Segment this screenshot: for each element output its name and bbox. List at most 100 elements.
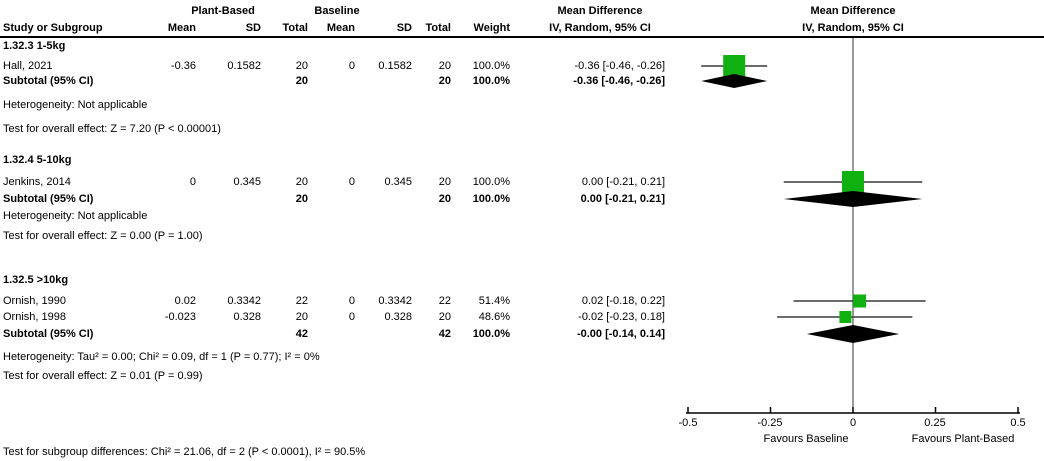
study-label: Hall, 2021 [3,60,53,72]
column-header-plant-total: Total [282,22,308,34]
column-group-mean-difference-text: Mean Difference [557,5,643,17]
study-row: Ornish, 1990 0.02 0.3342 22 0 0.3342 22 51.4% 0.… [0,294,1044,308]
cell-md: -0.02 [-0.23, 0.18] [578,311,665,323]
cell-weight: 100.0% [472,60,510,72]
column-header-iv-random-text: IV, Random, 95% CI [549,22,651,34]
cell-weight: 51.4% [478,295,510,307]
subgroup-header-row: 1.32.5 >10kg [0,273,1044,287]
cell-bl_mean: 0 [348,295,355,307]
subtotal-row: Subtotal (95% CI) 42 42 100.0% -0.00 [-0.14,… [0,327,1044,341]
row-label: Heterogeneity: Tau² = 0.00; Chi² = 0.09,… [3,351,320,363]
stats-note-row: Heterogeneity: Not applicable [0,209,1044,223]
row-label: Test for overall effect: Z = 0.01 (P = 0… [3,370,203,382]
column-header-plant-mean: Mean [167,22,196,34]
cell-md: 0.00 [-0.21, 0.21] [580,193,665,205]
cell-md: 0.02 [-0.18, 0.22] [581,295,665,307]
row-label: Test for overall effect: Z = 0.00 (P = 1… [3,230,203,242]
cell-pb_total: 20 [295,75,308,87]
column-header-plant-sd: SD [245,22,261,34]
column-header-iv-random-plot: IV, Random, 95% CI [802,22,904,34]
study-label: Ornish, 1998 [3,311,66,323]
cell-bl_total: 20 [438,311,451,323]
cell-pb_mean: -0.023 [164,311,196,323]
cell-bl_mean: 0 [348,60,355,72]
cell-bl_total: 42 [438,328,451,340]
cell-md: -0.36 [-0.46, -0.26] [573,75,665,87]
study-label: Ornish, 1990 [3,295,66,307]
stats-note-row: Test for overall effect: Z = 0.00 (P = 1… [0,229,1044,243]
cell-md: -0.36 [-0.46, -0.26] [574,60,666,72]
row-label: 1.32.4 5-10kg [3,154,72,166]
cell-pb_sd: 0.328 [233,311,261,323]
column-header-baseline-total: Total [425,22,451,34]
column-header-baseline-mean: Mean [326,22,355,34]
cell-bl_sd: 0.328 [384,311,412,323]
row-label: Subtotal (95% CI) [3,328,94,340]
cell-weight: 100.0% [472,75,510,87]
stats-note-row: Test for overall effect: Z = 0.01 (P = 0… [0,369,1044,383]
cell-bl_sd: 0.1582 [378,60,412,72]
cell-bl_total: 20 [438,193,451,205]
cell-pb_sd: 0.345 [233,176,261,188]
cell-weight: 100.0% [472,328,510,340]
cell-pb_total: 20 [295,176,308,188]
column-group-plant-based: Plant-Based [191,5,255,17]
subgroup-header-row: 1.32.4 5-10kg [0,153,1044,167]
cell-pb_sd: 0.3342 [227,295,261,307]
favours-left-label: Favours Baseline [763,433,849,445]
cell-md: 0.00 [-0.21, 0.21] [581,176,665,188]
cell-bl_sd: 0.3342 [378,295,412,307]
header-divider-line [0,36,1044,38]
cell-md: -0.00 [-0.14, 0.14] [576,328,665,340]
axis-tick-label: 0.25 [924,417,946,429]
cell-pb_sd: 0.1582 [227,60,261,72]
column-header-baseline-sd: SD [396,22,412,34]
cell-bl_total: 20 [438,60,451,72]
cell-bl_total: 20 [438,75,451,87]
subgroup-header-row: 1.32.3 1-5kg [0,39,1044,53]
axis-tick-label: 0 [849,417,857,429]
subtotal-row: Subtotal (95% CI) 20 20 100.0% 0.00 [-0.21, … [0,192,1044,206]
subgroup-differences-text: Test for subgroup differences: Chi² = 21… [3,446,366,458]
column-group-mean-difference-plot: Mean Difference [810,5,896,17]
column-header-study: Study or Subgroup [3,22,103,34]
cell-pb_total: 42 [295,328,308,340]
stats-note-row: Heterogeneity: Not applicable [0,98,1044,112]
cell-pb_mean: -0.36 [170,60,196,72]
row-label: Heterogeneity: Not applicable [3,210,148,222]
cell-weight: 100.0% [472,176,510,188]
axis-tick-label: 0.5 [1010,417,1026,429]
cell-pb_mean: 0 [189,176,196,188]
study-label: Jenkins, 2014 [3,176,71,188]
favours-right-label: Favours Plant-Based [911,433,1015,445]
cell-pb_total: 22 [295,295,308,307]
cell-bl_total: 22 [438,295,451,307]
row-label: Subtotal (95% CI) [3,193,94,205]
cell-weight: 48.6% [478,311,510,323]
study-row: Jenkins, 2014 0 0.345 20 0 0.345 20 100.0% 0.00 … [0,175,1044,189]
cell-bl_mean: 0 [348,176,355,188]
row-label: 1.32.5 >10kg [3,274,69,286]
cell-pb_total: 20 [295,311,308,323]
cell-pb_total: 20 [295,60,308,72]
axis-tick-label: -0.25 [757,417,783,429]
study-row: Hall, 2021 -0.36 0.1582 20 0 0.1582 20 100.0% -0… [0,59,1044,73]
row-label: Heterogeneity: Not applicable [3,99,148,111]
cell-weight: 100.0% [472,193,510,205]
row-label: Subtotal (95% CI) [3,75,94,87]
row-label: Test for overall effect: Z = 7.20 (P < 0… [3,123,221,135]
study-row: Ornish, 1998 -0.023 0.328 20 0 0.328 20 48.6% -0… [0,310,1044,324]
stats-note-row: Heterogeneity: Tau² = 0.00; Chi² = 0.09,… [0,350,1044,364]
subtotal-row: Subtotal (95% CI) 20 20 100.0% -0.36 [-0.46,… [0,74,1044,88]
column-group-baseline: Baseline [314,5,360,17]
axis-tick-label: -0.5 [678,417,698,429]
column-header-weight: Weight [473,22,510,34]
row-label: 1.32.3 1-5kg [3,40,66,52]
cell-bl_sd: 0.345 [384,176,412,188]
cell-pb_total: 20 [295,193,308,205]
cell-bl_total: 20 [438,176,451,188]
cell-bl_mean: 0 [348,311,355,323]
stats-note-row: Test for overall effect: Z = 7.20 (P < 0… [0,122,1044,136]
cell-pb_mean: 0.02 [174,295,196,307]
